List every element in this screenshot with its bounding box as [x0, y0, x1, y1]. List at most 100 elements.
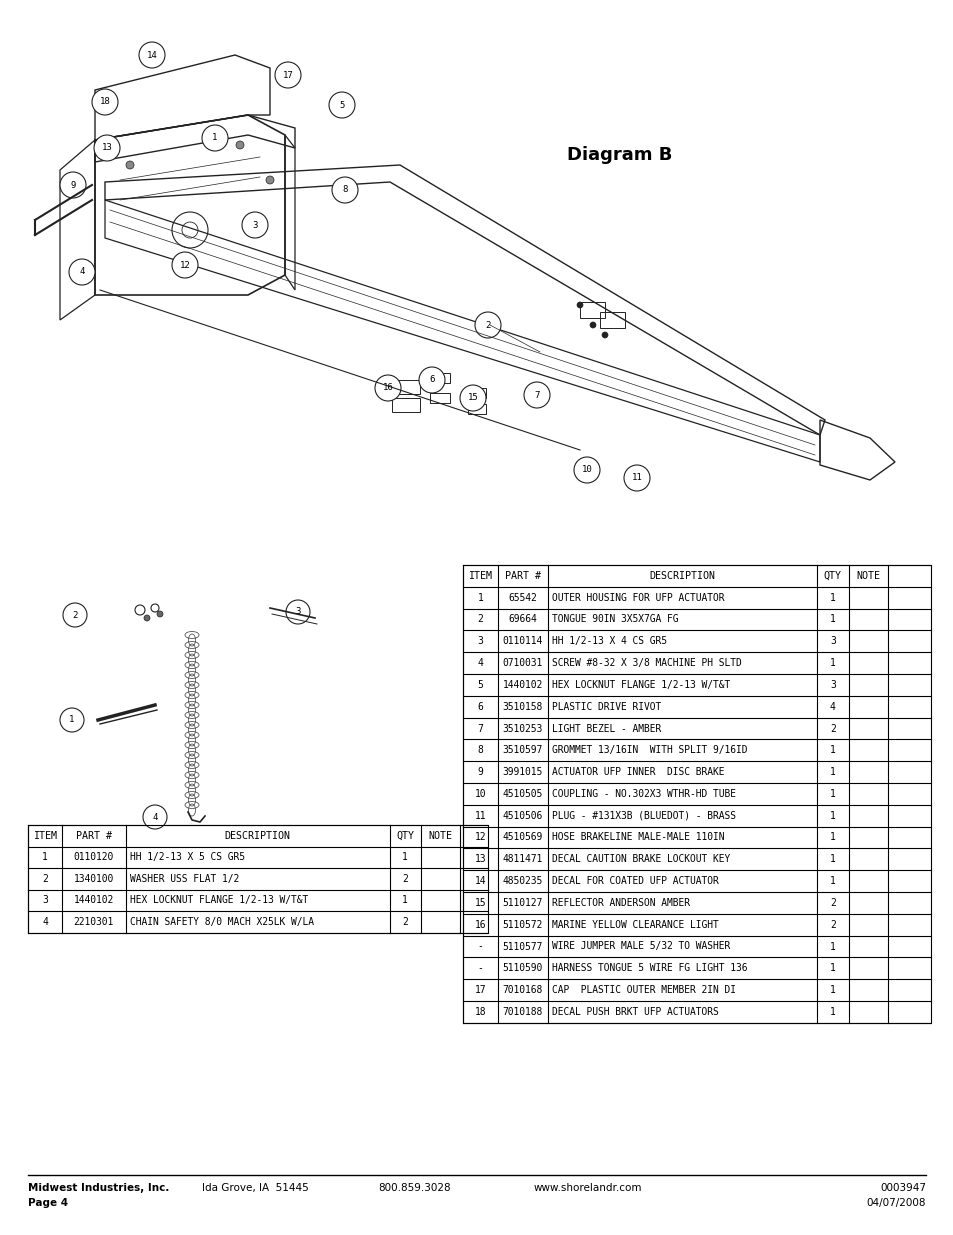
- Text: PLASTIC DRIVE RIVOT: PLASTIC DRIVE RIVOT: [552, 701, 660, 711]
- Text: NOTE: NOTE: [428, 831, 452, 841]
- Text: 2: 2: [42, 873, 48, 884]
- Text: 0003947: 0003947: [879, 1183, 925, 1193]
- Text: 3510597: 3510597: [502, 745, 542, 756]
- Text: 3: 3: [252, 221, 257, 230]
- Text: SCREW #8-32 X 3/8 MACHINE PH SLTD: SCREW #8-32 X 3/8 MACHINE PH SLTD: [552, 658, 741, 668]
- Bar: [392, 398, 419, 412]
- Text: 1: 1: [829, 986, 835, 995]
- Circle shape: [574, 457, 599, 483]
- Circle shape: [266, 177, 274, 184]
- Text: 13: 13: [474, 855, 486, 864]
- Text: 6: 6: [429, 375, 435, 384]
- Text: 800.859.3028: 800.859.3028: [378, 1183, 451, 1193]
- Text: 69664: 69664: [508, 615, 537, 625]
- Text: 1: 1: [829, 832, 835, 842]
- Circle shape: [144, 615, 150, 621]
- Circle shape: [577, 303, 582, 308]
- Text: 1: 1: [829, 658, 835, 668]
- Circle shape: [69, 259, 95, 285]
- Bar: [430, 373, 450, 383]
- Bar: [468, 404, 485, 414]
- Text: HEX LOCKNUT FLANGE 1/2-13 W/T&T: HEX LOCKNUT FLANGE 1/2-13 W/T&T: [552, 680, 730, 690]
- Circle shape: [459, 385, 485, 411]
- Bar: [468, 388, 485, 398]
- Bar: [599, 312, 624, 329]
- Text: HEX LOCKNUT FLANGE 1/2-13 W/T&T: HEX LOCKNUT FLANGE 1/2-13 W/T&T: [130, 895, 308, 905]
- Text: 10: 10: [474, 789, 486, 799]
- Text: PART #: PART #: [75, 831, 112, 841]
- Text: 6: 6: [476, 701, 482, 711]
- Text: 4510506: 4510506: [502, 810, 542, 821]
- Text: 1: 1: [402, 852, 408, 862]
- Circle shape: [242, 212, 268, 238]
- Text: 4811471: 4811471: [502, 855, 542, 864]
- Text: ITEM: ITEM: [468, 571, 492, 580]
- Text: 14: 14: [147, 51, 157, 59]
- Text: 3991015: 3991015: [502, 767, 542, 777]
- Text: 8: 8: [476, 745, 482, 756]
- Text: 1: 1: [213, 133, 217, 142]
- Text: 16: 16: [474, 920, 486, 930]
- Circle shape: [126, 161, 133, 169]
- Circle shape: [63, 603, 87, 627]
- Text: 5110577: 5110577: [502, 941, 542, 951]
- Text: 1340100: 1340100: [73, 873, 113, 884]
- Text: 13: 13: [102, 143, 112, 152]
- Text: CHAIN SAFETY 8/0 MACH X25LK W/LA: CHAIN SAFETY 8/0 MACH X25LK W/LA: [130, 916, 314, 926]
- Text: 65542: 65542: [508, 593, 537, 603]
- Bar: [28, 825, 488, 932]
- Text: 4: 4: [829, 701, 835, 711]
- Circle shape: [94, 135, 120, 161]
- Text: 4850235: 4850235: [502, 876, 542, 885]
- Text: DECAL FOR COATED UFP ACTUATOR: DECAL FOR COATED UFP ACTUATOR: [552, 876, 719, 885]
- Text: 9: 9: [71, 180, 75, 189]
- Text: 1440102: 1440102: [73, 895, 113, 905]
- Text: NOTE: NOTE: [856, 571, 880, 580]
- Text: Diagram B: Diagram B: [567, 146, 672, 164]
- Circle shape: [143, 805, 167, 829]
- Text: 2: 2: [829, 920, 835, 930]
- Text: 15: 15: [474, 898, 486, 908]
- Text: 16: 16: [382, 384, 393, 393]
- Text: HOSE BRAKELINE MALE-MALE 110IN: HOSE BRAKELINE MALE-MALE 110IN: [552, 832, 724, 842]
- Text: 1: 1: [829, 1007, 835, 1016]
- Text: 1: 1: [829, 963, 835, 973]
- Text: 15: 15: [467, 394, 477, 403]
- Text: 10: 10: [581, 466, 592, 474]
- Text: DECAL PUSH BRKT UFP ACTUATORS: DECAL PUSH BRKT UFP ACTUATORS: [552, 1007, 719, 1016]
- Circle shape: [475, 312, 500, 338]
- Text: 14: 14: [474, 876, 486, 885]
- Text: LIGHT BEZEL - AMBER: LIGHT BEZEL - AMBER: [552, 724, 660, 734]
- Text: 1: 1: [829, 767, 835, 777]
- Circle shape: [375, 375, 400, 401]
- Text: 4510569: 4510569: [502, 832, 542, 842]
- Text: -: -: [476, 941, 482, 951]
- Text: 3510253: 3510253: [502, 724, 542, 734]
- Text: 4510505: 4510505: [502, 789, 542, 799]
- Text: 7: 7: [534, 390, 539, 399]
- Text: 3: 3: [476, 636, 482, 646]
- Text: 7010168: 7010168: [502, 986, 542, 995]
- Text: 17: 17: [474, 986, 486, 995]
- Text: 0710031: 0710031: [502, 658, 542, 668]
- Text: 5110572: 5110572: [502, 920, 542, 930]
- Text: 7: 7: [476, 724, 482, 734]
- Text: MARINE YELLOW CLEARANCE LIGHT: MARINE YELLOW CLEARANCE LIGHT: [552, 920, 719, 930]
- Text: HH 1/2-13 X 4 CS GR5: HH 1/2-13 X 4 CS GR5: [552, 636, 666, 646]
- Text: 11: 11: [631, 473, 641, 483]
- Bar: [579, 303, 604, 317]
- Text: OUTER HOUSING FOR UFP ACTUATOR: OUTER HOUSING FOR UFP ACTUATOR: [552, 593, 724, 603]
- Text: HH 1/2-13 X 5 CS GR5: HH 1/2-13 X 5 CS GR5: [130, 852, 244, 862]
- Text: 1: 1: [402, 895, 408, 905]
- Text: Page 4: Page 4: [28, 1198, 68, 1208]
- Text: 1: 1: [829, 876, 835, 885]
- Text: www.shorelandr.com: www.shorelandr.com: [533, 1183, 641, 1193]
- Text: DESCRIPTION: DESCRIPTION: [224, 831, 291, 841]
- Circle shape: [274, 62, 301, 88]
- Bar: [392, 380, 419, 394]
- Text: 3: 3: [42, 895, 48, 905]
- Text: GROMMET 13/16IN  WITH SPLIT 9/16ID: GROMMET 13/16IN WITH SPLIT 9/16ID: [552, 745, 747, 756]
- Text: 18: 18: [474, 1007, 486, 1016]
- Text: 1: 1: [829, 810, 835, 821]
- Circle shape: [286, 600, 310, 624]
